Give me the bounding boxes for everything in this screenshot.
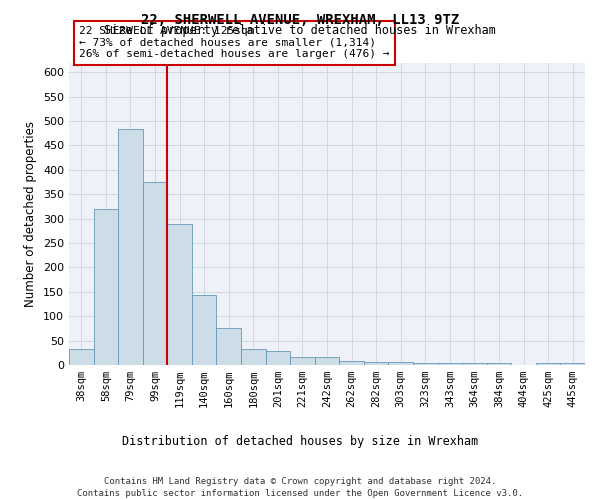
Text: 22 SHERWELL AVENUE: 125sqm
← 73% of detached houses are smaller (1,314)
26% of s: 22 SHERWELL AVENUE: 125sqm ← 73% of deta… [79,26,390,60]
Bar [339,360,364,365]
Bar [192,295,217,365]
Text: Contains HM Land Registry data © Crown copyright and database right 2024.: Contains HM Land Registry data © Crown c… [104,478,496,486]
Bar [118,130,143,365]
Bar [388,362,413,365]
Bar [413,362,437,365]
Bar [217,328,241,365]
Bar [69,350,94,365]
Bar [241,350,266,365]
Bar [266,351,290,365]
Text: Size of property relative to detached houses in Wrexham: Size of property relative to detached ho… [104,24,496,37]
Text: 22, SHERWELL AVENUE, WREXHAM, LL13 9TZ: 22, SHERWELL AVENUE, WREXHAM, LL13 9TZ [141,12,459,26]
Y-axis label: Number of detached properties: Number of detached properties [25,120,37,306]
Bar [462,363,487,365]
Bar [364,362,388,365]
Bar [487,363,511,365]
Bar [437,362,462,365]
Bar [315,357,339,365]
Bar [290,357,315,365]
Text: Contains public sector information licensed under the Open Government Licence v3: Contains public sector information licen… [77,489,523,498]
Bar [167,224,192,365]
Text: Distribution of detached houses by size in Wrexham: Distribution of detached houses by size … [122,435,478,448]
Bar [560,362,585,365]
Bar [536,362,560,365]
Bar [94,209,118,365]
Bar [143,182,167,365]
